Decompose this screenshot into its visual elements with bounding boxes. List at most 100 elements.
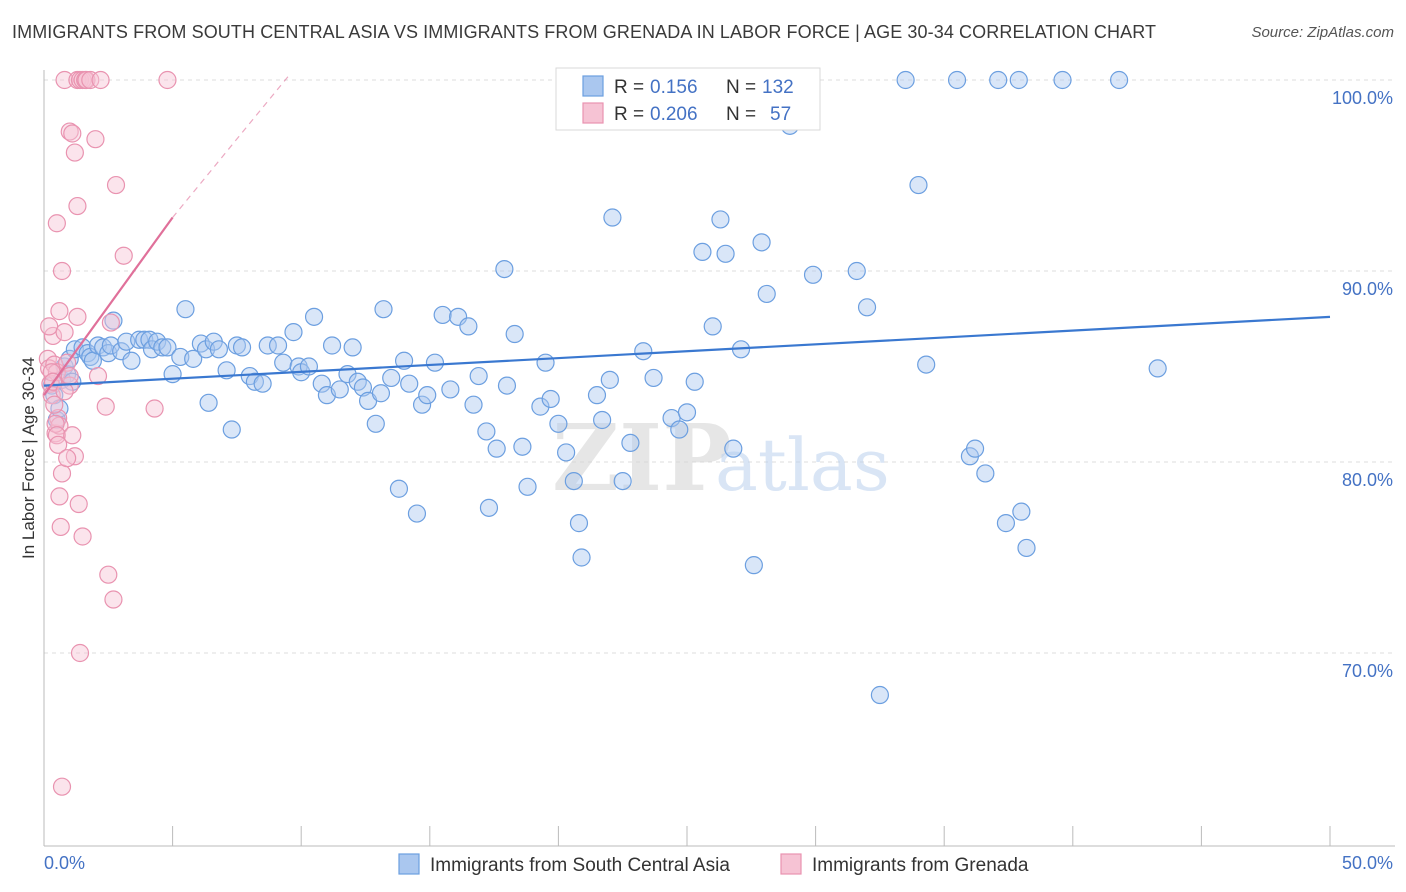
data-point [989, 70, 1008, 90]
data-point [685, 372, 704, 391]
data-point [50, 487, 69, 506]
data-point [63, 124, 82, 143]
data-point [104, 311, 123, 330]
data-point [55, 70, 74, 90]
data-point [441, 380, 460, 399]
data-point [917, 355, 936, 374]
data-point [158, 70, 177, 90]
data-point [209, 340, 228, 359]
data-point [312, 374, 331, 393]
data-point [353, 378, 373, 397]
data-point [343, 338, 362, 357]
data-point [724, 439, 743, 458]
stats-r-label-1: R = [614, 77, 644, 98]
data-point [73, 527, 92, 546]
data-point [81, 70, 100, 90]
data-point [47, 214, 66, 233]
data-point [433, 305, 452, 325]
data-point [58, 449, 77, 468]
data-point [222, 420, 241, 439]
data-point [106, 175, 126, 195]
data-point [634, 342, 653, 361]
data-point [541, 389, 560, 409]
data-point [96, 397, 115, 416]
data-point [52, 464, 72, 483]
data-point [348, 372, 367, 391]
legend-label-grenada: Immigrants from Grenada [812, 855, 1029, 876]
data-point [253, 374, 272, 393]
chart-title: IMMIGRANTS FROM SOUTH CENTRAL ASIA VS IM… [12, 22, 1157, 42]
data-point [870, 685, 890, 705]
data-point [77, 70, 96, 90]
data-point [145, 399, 164, 418]
data-point [803, 265, 823, 284]
data-point [896, 70, 915, 90]
data-point [69, 494, 88, 514]
data-point [847, 261, 866, 281]
data-point [68, 196, 87, 216]
watermark: ZIP atlas [552, 404, 890, 512]
trend-line-grenada [43, 216, 174, 396]
data-point [572, 548, 591, 567]
data-point [153, 338, 172, 357]
stats-n-value-1: 132 [762, 77, 794, 98]
data-point [757, 284, 776, 304]
data-point [158, 338, 177, 357]
data-point [569, 514, 589, 533]
data-point [518, 477, 537, 496]
data-point [274, 353, 293, 372]
data-point [677, 403, 697, 422]
data-point [996, 514, 1016, 533]
data-point [1053, 70, 1072, 90]
data-point [909, 175, 928, 195]
data-point [464, 395, 483, 414]
data-point [148, 332, 167, 351]
data-point [531, 397, 550, 416]
data-point [644, 368, 663, 388]
y-tick-label: 80.0% [1342, 470, 1393, 490]
data-point [104, 590, 123, 609]
data-point [101, 336, 120, 355]
data-point [51, 517, 70, 537]
data-point [477, 422, 496, 441]
data-point [487, 439, 506, 458]
x-tick-label: 0.0% [44, 853, 85, 873]
data-point [382, 368, 401, 388]
watermark-atlas: atlas [715, 423, 890, 507]
data-point [965, 439, 985, 458]
data-point [60, 122, 79, 141]
data-point [1012, 502, 1031, 521]
data-point [703, 317, 722, 336]
data-point [400, 374, 419, 393]
data-point [322, 336, 342, 355]
series-legend: Immigrants from South Central Asia Immig… [398, 853, 1029, 876]
data-point [371, 384, 391, 403]
data-point [693, 242, 712, 261]
legend-swatch-grenada [780, 853, 802, 875]
data-point [49, 435, 68, 454]
data-point [55, 323, 74, 342]
stats-n-label-2: N = [726, 104, 756, 125]
x-tick-label: 50.0% [1342, 853, 1393, 873]
data-point [621, 433, 640, 452]
data-point [114, 246, 133, 265]
data-point [587, 386, 607, 405]
data-point [73, 338, 92, 357]
data-point [407, 504, 427, 523]
series-south-central-asia [42, 70, 1167, 705]
data-point [63, 426, 82, 445]
points-layer [38, 70, 1167, 796]
data-point [670, 420, 689, 439]
data-point [497, 376, 517, 395]
stats-r-label-2: R = [614, 104, 644, 125]
data-point [258, 336, 277, 355]
data-point [593, 410, 612, 430]
data-point [857, 298, 877, 317]
data-point [549, 414, 568, 433]
data-point [716, 244, 735, 263]
watermark-zip: ZIP [552, 404, 731, 512]
stats-r-value-2: 0.206 [650, 104, 698, 125]
data-point [68, 307, 87, 326]
data-point [947, 70, 967, 90]
data-point [52, 261, 72, 281]
